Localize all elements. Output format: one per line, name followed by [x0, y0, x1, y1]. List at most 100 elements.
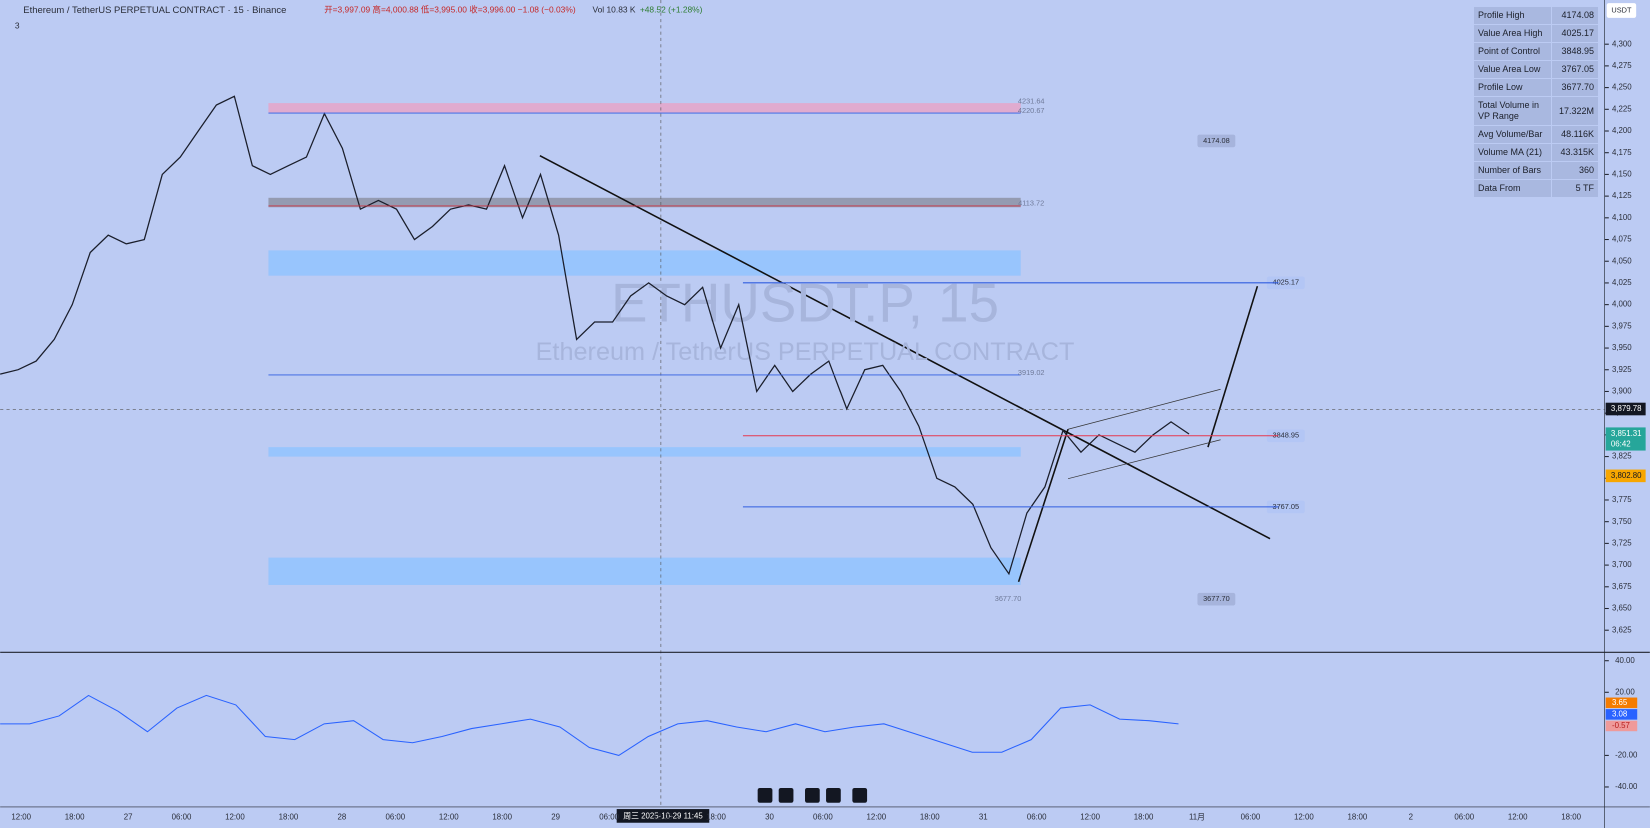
macd-tag-label: 3.65 [1612, 698, 1628, 707]
stats-value: 43.315K [1552, 144, 1598, 161]
stats-row: Profile Low 3677.70 [1474, 79, 1598, 96]
zone [268, 447, 1021, 457]
x-tick-label: 12:00 [11, 813, 31, 822]
stats-label: Data From [1474, 180, 1551, 197]
macd-tag-label: 3.08 [1612, 709, 1628, 718]
y-tick-label: 3,950 [1612, 343, 1632, 352]
x-tick-label: 2 [1409, 813, 1413, 822]
stats-label: Number of Bars [1474, 162, 1551, 179]
x-tick-label: 06:00 [1027, 813, 1047, 822]
x-tick-label: 06:00 [172, 813, 192, 822]
stats-row: Volume MA (21) 43.315K [1474, 144, 1598, 161]
x-tick-label: 11月 [1189, 813, 1205, 822]
y-tick-label: 3,725 [1612, 538, 1632, 547]
stats-value: 5 TF [1552, 180, 1598, 197]
macd-tag [1605, 720, 1638, 732]
x-tick-label: 12:00 [653, 813, 673, 822]
x-tick-label: 29 [551, 813, 560, 822]
scroll-left[interactable] [805, 788, 820, 803]
stats-value: 3848.95 [1552, 43, 1598, 60]
trend-line [1207, 285, 1259, 448]
x-tick-label: 06:00 [599, 813, 619, 822]
countdown: 06:42 [1611, 439, 1631, 448]
level-label: 4231.64 [1018, 96, 1045, 105]
zoom-out[interactable] [757, 788, 773, 803]
level-label: 4220.67 [1018, 106, 1045, 115]
profile-label: 4025.17 [1273, 278, 1300, 287]
toolbar [757, 788, 868, 803]
x-tick-label: 06:00 [385, 813, 405, 822]
level-label: 3919.02 [1018, 368, 1045, 377]
level-label: 4113.72 [1018, 199, 1044, 208]
x-tick-label: 18:00 [1134, 813, 1154, 822]
watermark: ETHUSDT.P, 15 [611, 272, 999, 334]
macd-tag [1605, 709, 1638, 720]
y-tick-label: 40.00 [1615, 656, 1635, 665]
channel-line [1067, 439, 1221, 480]
x-tick-label: 12:00 [1080, 813, 1100, 822]
stats-label: Volume MA (21) [1474, 144, 1551, 161]
stats-label: Total Volume in VP Range [1474, 97, 1551, 125]
x-tick-label: 06:00 [1454, 813, 1474, 822]
profile-label: 3848.95 [1273, 431, 1300, 440]
profile-tag [1266, 276, 1305, 290]
price-tag [1605, 427, 1646, 451]
x-tick-label: 31 [979, 813, 988, 822]
y-tick-label: -40.00 [1615, 782, 1638, 791]
y-tick-label: 4,250 [1612, 83, 1632, 92]
profile-label: 4174.08 [1203, 136, 1230, 145]
stats-value: 48.116K [1552, 126, 1598, 143]
stats-row: Value Area High 4025.17 [1474, 25, 1598, 42]
x-tick-label: 28 [337, 813, 346, 822]
y-tick-label: 3,925 [1612, 365, 1632, 374]
x-tick-label: 18:00 [920, 813, 940, 822]
y-tick-label: 4,000 [1612, 300, 1632, 309]
price-tag-label: 3,851.31 [1611, 429, 1642, 438]
stats-label: Point of Control [1474, 43, 1551, 60]
stats-row: Number of Bars 360 [1474, 162, 1598, 179]
y-tick-label: 3,650 [1612, 604, 1632, 613]
y-tick-label: 4,175 [1612, 148, 1632, 157]
crosshair-label: 周三 2025-10-29 11:45 [623, 812, 703, 821]
x-tick-label: 18:00 [1348, 813, 1368, 822]
x-tick-label: 18:00 [1561, 813, 1581, 822]
stats-label: Value Area Low [1474, 61, 1551, 78]
macd-tag [1605, 697, 1638, 709]
reset[interactable] [852, 788, 868, 803]
x-tick-label: 18:00 [65, 813, 85, 822]
indicator-count: 3 [15, 21, 20, 31]
stats-value: 17.322M [1552, 97, 1598, 125]
x-tick-label: 18:00 [492, 813, 512, 822]
macd-line [0, 694, 1179, 756]
y-tick-label: 4,200 [1612, 126, 1632, 135]
y-tick-label: 4,225 [1612, 104, 1632, 113]
zone [268, 557, 1021, 585]
profile-label: 3767.05 [1273, 502, 1300, 511]
currency-label[interactable]: USDT [1611, 5, 1632, 14]
y-tick-label: 3,775 [1612, 495, 1632, 504]
profile-stats: Profile High 4174.08 Value Area High 4025.1… [1473, 6, 1599, 198]
currency-button[interactable] [1606, 3, 1637, 18]
x-tick-label: 30 [765, 813, 774, 822]
y-tick-label: 4,125 [1612, 191, 1632, 200]
scroll-right[interactable] [826, 788, 841, 803]
y-tick-label: 3,625 [1612, 625, 1632, 634]
stats-row: Avg Volume/Bar 48.116K [1474, 126, 1598, 143]
x-tick-label: 12:00 [439, 813, 459, 822]
stats-row: Profile High 4174.08 [1474, 7, 1598, 24]
ohlc: 开=3,997.09 高=4,000.88 低=3,995.00 收=3,996… [324, 5, 576, 15]
x-tick-label: 12:00 [1294, 813, 1314, 822]
y-tick-label: 4,075 [1612, 235, 1632, 244]
y-tick-label: 4,025 [1612, 278, 1632, 287]
zoom-in[interactable] [778, 788, 794, 803]
price-line [0, 95, 1190, 576]
y-tick-label: 3,825 [1612, 452, 1632, 461]
zone [268, 250, 1021, 276]
price-tag-label: 3,802.80 [1611, 471, 1642, 480]
stats-label: Value Area High [1474, 25, 1551, 42]
symbol-title: Ethereum / TetherUS PERPETUAL CONTRACT ·… [23, 5, 286, 16]
stats-row: Point of Control 3848.95 [1474, 43, 1598, 60]
y-tick-label: 4,300 [1612, 39, 1632, 48]
